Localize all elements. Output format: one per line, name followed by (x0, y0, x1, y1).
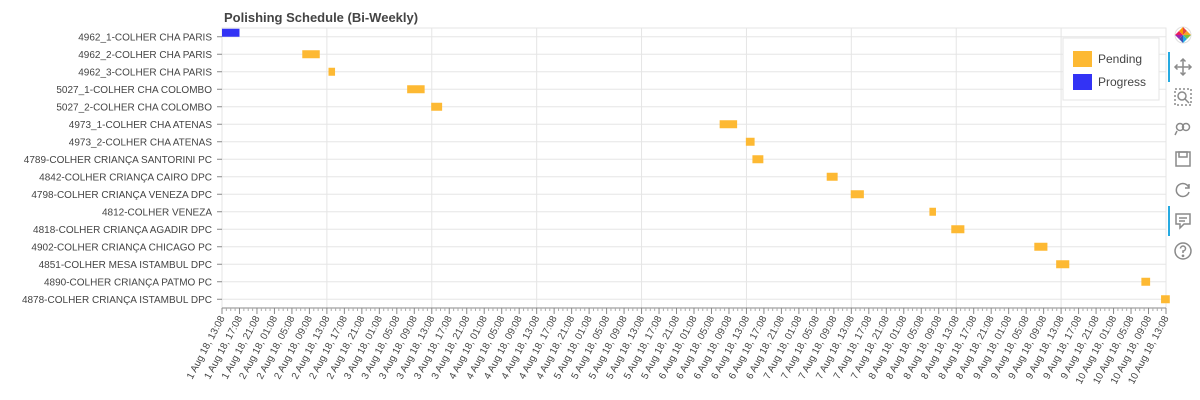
y-tick-label: 4789-COLHER CRIANÇA SANTORINI PC (24, 155, 212, 166)
y-axis-labels: 4962_1-COLHER CHA PARIS 4962_2-COLHER CHA… (22, 32, 222, 306)
y-tick-label: 4878-COLHER CRIANÇA ISTAMBUL DPC (22, 295, 212, 306)
y-tick-label: 4890-COLHER CRIANÇA PATMO PC (44, 277, 212, 288)
legend-label: Pending (1098, 52, 1142, 66)
help-icon[interactable] (1172, 240, 1194, 262)
y-tick-label: 4842-COLHER CRIANÇA CAIRO DPC (39, 172, 212, 183)
y-tick-label: 4973_1-COLHER CHA ATENAS (69, 120, 213, 131)
task-bar[interactable] (1056, 260, 1070, 269)
y-tick-label: 5027_1-COLHER CHA COLOMBO (56, 85, 212, 96)
task-bar[interactable] (1161, 295, 1170, 304)
legend-swatch (1073, 51, 1092, 67)
y-tick-label: 4812-COLHER VENEZA (102, 207, 212, 218)
legend: Pending Progress (1062, 37, 1160, 101)
grid (221, 28, 1167, 308)
bokeh-logo-icon[interactable] (1172, 24, 1194, 46)
x-axis: 1 Aug 18, 13:081 Aug 18, 17:081 Aug 18, … (185, 307, 1172, 386)
y-tick-label: 4962_3-COLHER CHA PARIS (78, 67, 212, 78)
task-bar[interactable] (407, 85, 425, 94)
chart-title: Polishing Schedule (Bi-Weekly) (224, 10, 418, 25)
task-bar[interactable] (1034, 242, 1048, 251)
task-bar[interactable] (745, 137, 755, 146)
task-bar[interactable] (222, 28, 240, 37)
task-bars[interactable] (222, 28, 1170, 304)
y-tick-label: 4962_1-COLHER CHA PARIS (78, 32, 212, 43)
wheel-zoom-icon[interactable] (1172, 116, 1194, 138)
pan-icon[interactable] (1172, 56, 1194, 78)
pan-active-indicator (1168, 52, 1170, 82)
task-bar[interactable] (431, 102, 443, 111)
y-tick-label: 5027_2-COLHER CHA COLOMBO (56, 102, 212, 113)
task-bar[interactable] (752, 155, 764, 164)
y-tick-label: 4851-COLHER MESA ISTAMBUL DPC (39, 260, 212, 271)
hover-active-indicator (1168, 206, 1170, 236)
task-bar[interactable] (1141, 277, 1151, 286)
legend-box (1062, 37, 1160, 101)
save-icon[interactable] (1172, 148, 1194, 170)
y-tick-label: 4962_2-COLHER CHA PARIS (78, 50, 212, 61)
task-bar[interactable] (951, 225, 965, 234)
task-bar[interactable] (826, 172, 838, 181)
y-tick-label: 4798-COLHER CRIANÇA VENEZA DPC (31, 190, 212, 201)
legend-swatch (1073, 74, 1092, 90)
legend-label: Progress (1098, 75, 1146, 89)
y-tick-label: 4973_2-COLHER CHA ATENAS (69, 137, 213, 148)
task-bar[interactable] (328, 67, 336, 76)
box-zoom-icon[interactable] (1172, 86, 1194, 108)
reset-icon[interactable] (1172, 179, 1194, 201)
y-tick-label: 4818-COLHER CRIANÇA AGADIR DPC (33, 225, 212, 236)
task-bar[interactable] (929, 207, 936, 216)
chart-toolbar (1168, 24, 1198, 294)
task-bar[interactable] (850, 190, 864, 199)
task-bar[interactable] (302, 50, 320, 59)
hover-icon[interactable] (1172, 210, 1194, 232)
plot-frame (221, 27, 1167, 309)
task-bar[interactable] (719, 120, 738, 129)
y-tick-label: 4902-COLHER CRIANÇA CHICAGO PC (31, 242, 212, 253)
